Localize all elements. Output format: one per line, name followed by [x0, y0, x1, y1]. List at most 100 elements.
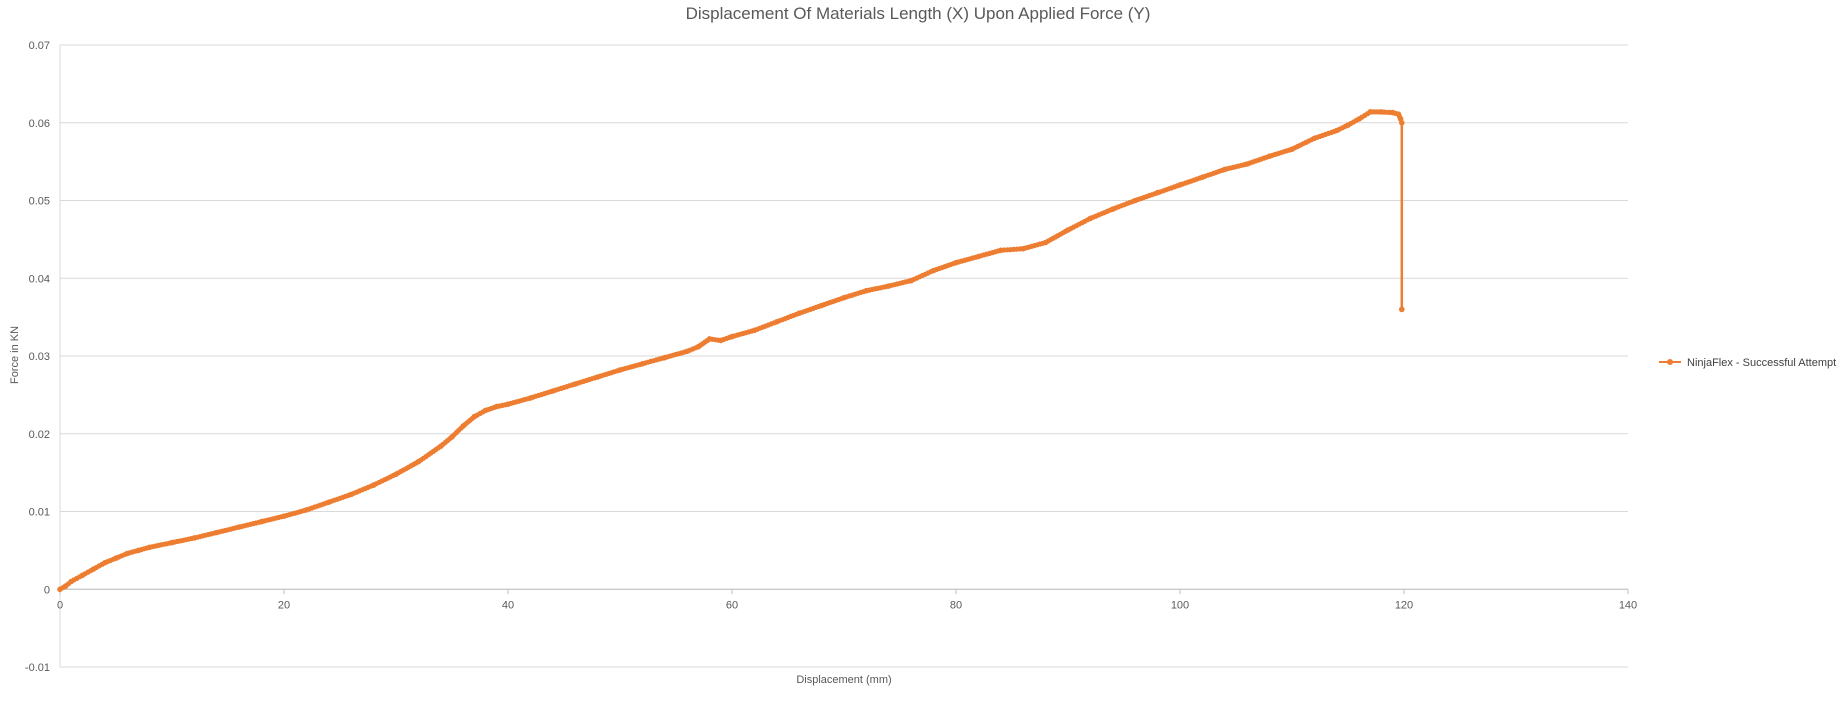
y-tick-label: 0 [44, 584, 50, 596]
x-tick-label: 60 [726, 599, 738, 611]
data-point [706, 336, 713, 342]
data-point [438, 443, 444, 450]
gridlines [60, 44, 1628, 668]
data-point [90, 566, 97, 572]
data-point [695, 343, 702, 350]
legend-marker [1667, 359, 1673, 365]
data-point [617, 367, 623, 373]
data-point [841, 294, 847, 301]
data-point [505, 401, 511, 408]
chart-title: Displacement Of Materials Length (X) Upo… [686, 4, 1151, 23]
data-point [62, 583, 69, 589]
legend-entry: NinjaFlex - Successful Attempt [1687, 357, 1836, 369]
data-point [1154, 189, 1161, 196]
data-point [393, 471, 399, 478]
data-point [1020, 245, 1026, 252]
data-point [1177, 182, 1183, 188]
x-axis-tick-labels: 0 20 40 60 80 100 120 140 [57, 599, 1637, 611]
x-tick-label: 120 [1395, 599, 1413, 611]
data-point [550, 388, 556, 394]
data-point [214, 529, 220, 536]
data-point [1222, 166, 1228, 173]
y-tick-label: 0.05 [29, 196, 50, 208]
data-point [146, 544, 153, 551]
data-point [124, 550, 130, 557]
data-point [348, 491, 355, 498]
data-point [258, 518, 265, 525]
data-point [1199, 174, 1206, 180]
data-point [1311, 135, 1318, 142]
data-point [1087, 215, 1094, 222]
x-tick-label: 100 [1171, 599, 1189, 611]
data-point [1390, 109, 1396, 116]
data-point [1378, 109, 1385, 115]
data-point [684, 348, 690, 355]
x-tick-label: 80 [950, 599, 962, 611]
data-point [796, 310, 802, 317]
data-point [818, 302, 825, 309]
data-point [370, 482, 377, 488]
data-point [79, 572, 86, 579]
data-point [1042, 239, 1049, 246]
data-point [415, 458, 422, 465]
data-point [886, 283, 892, 289]
data-point [1356, 116, 1362, 122]
data-point [594, 374, 601, 380]
data-point [494, 403, 500, 410]
data-point [169, 539, 175, 546]
x-tick-label: 0 [57, 599, 63, 611]
y-tick-label: 0.03 [29, 351, 50, 363]
data-point [471, 413, 478, 420]
y-tick-label: 0.02 [29, 429, 50, 441]
data-point [751, 327, 758, 334]
data-point [68, 578, 74, 585]
data-point [102, 560, 108, 566]
data-point [718, 337, 724, 344]
data-point [303, 507, 310, 513]
y-tick-label: 0.04 [29, 273, 50, 285]
legend: NinjaFlex - Successful Attempt [1659, 357, 1836, 369]
data-point [1110, 206, 1116, 212]
data-point [863, 287, 870, 294]
data-point [1395, 111, 1402, 117]
data-point [281, 513, 287, 519]
y-axis-tick-labels: -0.01 0 0.01 0.02 0.03 0.04 0.05 0.06 0.07 [25, 40, 50, 674]
y-tick-label: -0.01 [25, 662, 50, 674]
data-point [662, 354, 668, 361]
data-point [527, 395, 534, 401]
data-point [930, 267, 937, 274]
data-point [774, 319, 780, 325]
data-point [57, 586, 63, 593]
data-point [236, 524, 242, 530]
data-point [953, 259, 959, 266]
x-tick-label: 20 [278, 599, 290, 611]
data-point [998, 247, 1004, 254]
data-point [1367, 109, 1374, 115]
data-point [1334, 127, 1340, 134]
y-tick-label: 0.06 [29, 118, 50, 130]
x-axis-label: Displacement (mm) [796, 674, 891, 686]
x-tick-label: 40 [502, 599, 514, 611]
data-point [449, 434, 455, 440]
data-point [975, 253, 982, 260]
data-point [191, 535, 198, 541]
data-point [1244, 161, 1250, 167]
data-point [113, 555, 119, 561]
data-point [1266, 153, 1273, 159]
y-tick-label: 0.01 [29, 507, 50, 519]
y-tick-label: 0.07 [29, 40, 50, 52]
data-point [1065, 227, 1071, 233]
data-point [1345, 122, 1351, 128]
data-point [482, 407, 489, 414]
data-point [460, 423, 467, 429]
y-axis-label: Force in KN [9, 326, 21, 384]
data-point [572, 381, 578, 387]
series-line [59, 110, 1404, 591]
data-point [1132, 197, 1138, 204]
data-point [326, 499, 332, 506]
data-point [135, 547, 142, 554]
data-point [639, 361, 646, 367]
plot-area [57, 109, 1405, 593]
